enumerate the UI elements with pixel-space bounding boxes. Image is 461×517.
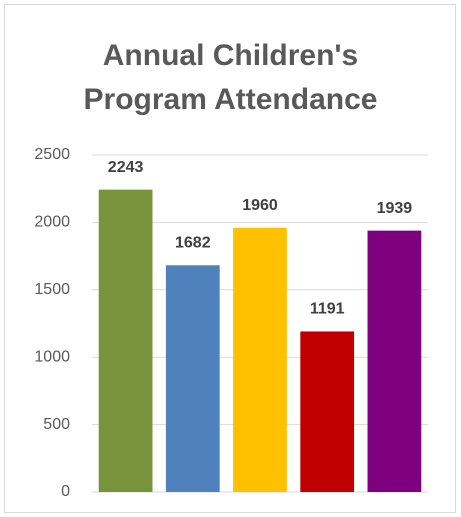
- chart-title: Annual Children's Program Attendance: [83, 39, 378, 116]
- value-label: 1191: [310, 301, 345, 318]
- y-tick-label: 2500: [34, 146, 70, 163]
- bar: [300, 331, 355, 492]
- chart-border: [4, 4, 456, 513]
- y-tick-label: 500: [43, 416, 70, 433]
- y-tick-label: 0: [61, 483, 70, 500]
- bar: [98, 189, 153, 492]
- value-label: 2243: [108, 159, 144, 176]
- value-label: 1682: [175, 234, 211, 251]
- value-label: 1939: [377, 200, 413, 217]
- bar: [233, 227, 287, 493]
- bar: [165, 265, 220, 492]
- bar: [367, 230, 422, 492]
- y-tick-label: 2000: [34, 214, 70, 231]
- y-tick-label: 1000: [34, 348, 70, 365]
- y-tick-label: 1500: [34, 281, 70, 298]
- value-label: 1960: [242, 197, 278, 214]
